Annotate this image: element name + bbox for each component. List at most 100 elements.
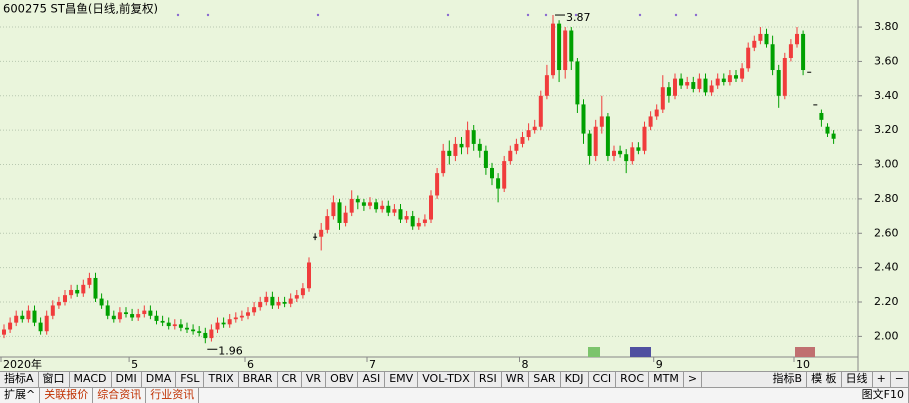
candle-body [727,75,732,83]
candle-body [776,70,781,96]
candle-body [215,322,220,330]
chart: 600275 ST昌鱼(日线,前复权) 2.00 2.20 2.40 2.60 2.80… [0,0,899,371]
candle-body [270,296,275,306]
indicator-tab[interactable]: VOL-TDX [418,372,475,387]
candle-body [666,87,671,96]
candle-body [654,109,659,117]
candle-body [239,315,244,318]
indicator-tab[interactable]: KDJ [561,372,589,387]
candle-body [447,150,452,156]
candle-body [825,126,830,134]
zoom-button[interactable]: − [891,372,909,387]
indicator-tab[interactable]: WR [502,372,530,387]
indicator-tab[interactable]: DMA [142,372,177,387]
candle-body [111,315,116,320]
indicator-tab[interactable]: EMV [385,372,419,387]
candle-body [258,302,263,308]
candle-body [715,78,720,86]
candle-body [105,305,110,316]
candle-body [56,302,61,306]
indicator-tab[interactable]: SAR [529,372,561,387]
candle-body [508,150,513,162]
candle-body [734,75,738,79]
candle-body [178,324,183,328]
candle-body [660,87,665,110]
indicator-tab[interactable]: OBV [326,372,359,387]
y-tick-label: 2.80 [874,192,899,205]
candle-body [685,82,690,86]
indicator-tab[interactable]: VR [302,372,327,387]
x-tick-label: 7 [369,358,376,371]
indicator-tab[interactable]: ROC [616,372,650,387]
candle-body [624,154,629,162]
candle-body [368,202,372,206]
candle-body [246,312,250,316]
indicator-tab[interactable]: CR [278,372,302,387]
x-tick-label: 9 [656,358,663,371]
indicator-tab[interactable]: MTM [649,372,684,387]
candle-body [483,150,488,168]
candle-body [2,329,6,335]
candle-body [282,302,287,304]
candle-body [288,298,293,304]
indicator-toolbar: 指标A 窗口 MACD DMI DMA FSL TRIX BRAR CR VR OBV ASI EMV V… [0,371,909,387]
candle-body [831,133,836,139]
candle-body [99,298,104,306]
candle-body [386,205,391,213]
candle-body [807,71,812,73]
candle-body [349,198,354,213]
toolbar-right: 指标B 模 板日线 + − [769,372,909,387]
info-tab[interactable]: 行业资讯 [146,388,200,403]
candle-body [782,57,787,96]
indicator-tab[interactable]: MACD [70,372,112,387]
candle-body [264,296,269,303]
indicator-tab[interactable]: DMI [112,372,142,387]
candle-body [441,150,446,174]
candle-body [526,130,531,138]
candle-body [703,78,708,93]
indicator-tab[interactable]: RSI [475,372,502,387]
candle-body [69,289,74,296]
candle-body [416,222,421,227]
candle-body [44,315,49,332]
indicator-tab[interactable]: CCI [589,372,617,387]
candle-body [26,310,31,320]
candle-body [642,126,647,151]
candle-body [593,126,598,156]
indicator-tab[interactable]: ASI [358,372,386,387]
candle-body [813,104,818,106]
template-tab[interactable]: 指标B [769,372,808,387]
info-tab[interactable]: 综合资讯 [93,388,147,403]
candle-body [331,202,336,217]
indicator-tab[interactable]: TRIX [204,372,239,387]
candle-body [435,173,440,196]
candle-body [465,130,470,148]
indicator-tab[interactable]: > [684,372,703,387]
zoom-button[interactable]: + [873,372,891,387]
candle-body [581,104,586,134]
candle-body [422,219,427,223]
candle-body [233,317,238,320]
template-tab[interactable]: 模 板 [807,372,842,387]
f10-button[interactable]: 图文F10 [858,388,909,403]
x-tick-label: 5 [131,358,138,371]
candle-body [630,147,635,162]
candle-body [93,277,98,299]
indicator-tab[interactable]: FSL [176,372,205,387]
candle-body [398,209,403,220]
info-tab[interactable]: 扩展^ [0,388,41,403]
period-tab[interactable]: 日线 [842,372,873,387]
candle-body [172,324,177,327]
candle-body [227,319,232,325]
candle-body [490,167,494,179]
indicator-tab[interactable]: 窗口 [39,372,70,387]
info-tab[interactable]: 关联报价 [40,388,94,403]
candle-body [740,68,745,79]
indicator-tab[interactable]: 指标A [0,372,39,387]
indicator-tab[interactable]: BRAR [239,372,278,387]
candle-body [679,78,684,86]
candle-body [709,85,714,93]
y-tick-label: 2.20 [874,295,899,308]
candle-body [544,75,549,96]
